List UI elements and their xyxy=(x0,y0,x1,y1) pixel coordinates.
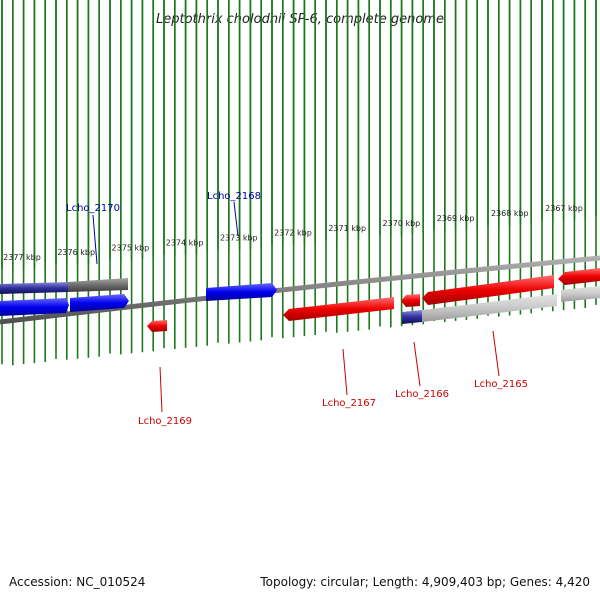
gene-labels: Lcho_2170 Lcho_2168 Lcho_2169 Lcho_2167 … xyxy=(66,191,528,427)
genome-backbone xyxy=(0,255,600,325)
feature-lcho-2167[interactable] xyxy=(283,297,394,321)
scale-tick-label: 2370 kbp xyxy=(383,219,421,228)
forward-strand-features xyxy=(0,278,277,316)
gene-label-lcho-2169[interactable]: Lcho_2169 xyxy=(138,416,192,427)
scale-tick-label: 2367 kbp xyxy=(545,204,583,213)
feature-lcho-2170[interactable] xyxy=(0,298,69,316)
feature-lcho-2166[interactable] xyxy=(401,294,420,307)
scale-tick-label: 2375 kbp xyxy=(112,243,150,252)
map-title: Leptothrix cholodnii SP-6, complete geno… xyxy=(156,12,444,27)
gene-label-lcho-2168[interactable]: Lcho_2168 xyxy=(207,191,261,202)
leader-lcho-2167 xyxy=(342,348,348,396)
scale-tick-labels: 2377 kbp 2376 kbp 2375 kbp 2374 kbp 2373 kbp… xyxy=(3,204,583,262)
feature-right-region-light xyxy=(561,286,600,302)
scale-tick-label: 2371 kbp xyxy=(328,224,366,233)
feature-edge-right[interactable] xyxy=(558,268,600,285)
scale-tick-label: 2376 kbp xyxy=(57,248,95,257)
feature-lcho-2170-gray-top xyxy=(68,278,128,292)
leader-lcho-2170 xyxy=(92,214,98,265)
feature-lcho-2165-region-light xyxy=(422,294,557,322)
leader-lcho-2166 xyxy=(413,341,421,387)
leader-lcho-2169 xyxy=(159,366,163,413)
feature-lcho-2169[interactable] xyxy=(147,320,167,332)
leader-lcho-2165 xyxy=(492,330,500,377)
gene-label-lcho-2165[interactable]: Lcho_2165 xyxy=(474,379,528,390)
scale-tick-label: 2369 kbp xyxy=(437,214,475,223)
gene-label-lcho-2167[interactable]: Lcho_2167 xyxy=(322,398,376,409)
feature-lcho-2165-region-navy xyxy=(402,310,422,324)
feature-lcho-2165[interactable] xyxy=(422,275,554,305)
scale-tick-label: 2368 kbp xyxy=(491,209,529,218)
feature-lcho-2168[interactable] xyxy=(206,283,277,301)
genome-summary-text: Topology: circular; Length: 4,909,403 bp… xyxy=(259,575,590,589)
scale-tick-label: 2374 kbp xyxy=(166,238,204,247)
gene-label-lcho-2166[interactable]: Lcho_2166 xyxy=(395,389,449,400)
leader-lcho-2168 xyxy=(233,201,239,237)
feature-lcho-2170-region-top xyxy=(0,282,68,294)
gene-label-leaders xyxy=(92,201,500,413)
gene-label-lcho-2170[interactable]: Lcho_2170 xyxy=(66,203,120,214)
scale-tick-label: 2377 kbp xyxy=(3,253,41,262)
scale-tick-label: 2373 kbp xyxy=(220,234,258,243)
accession-text: Accession: NC_010524 xyxy=(9,575,145,589)
reverse-strand-features xyxy=(147,268,600,332)
feature-lcho-2170b[interactable] xyxy=(70,294,129,312)
scale-tick-label: 2372 kbp xyxy=(274,229,312,238)
